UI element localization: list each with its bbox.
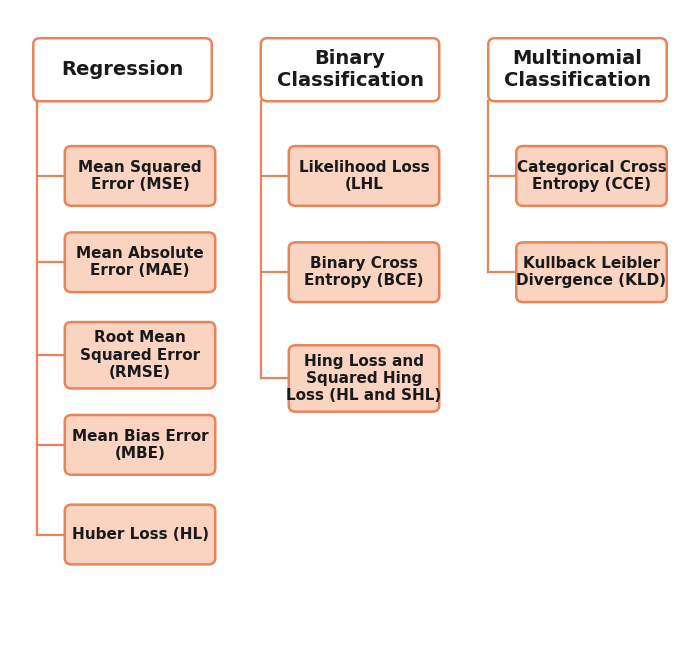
Text: Multinomial
Classification: Multinomial Classification	[504, 49, 651, 90]
FancyBboxPatch shape	[65, 322, 216, 388]
FancyBboxPatch shape	[65, 232, 216, 292]
FancyBboxPatch shape	[33, 38, 211, 101]
Text: Binary Cross
Entropy (BCE): Binary Cross Entropy (BCE)	[304, 256, 424, 288]
FancyBboxPatch shape	[288, 242, 440, 302]
Text: Huber Loss (HL): Huber Loss (HL)	[71, 527, 209, 542]
FancyBboxPatch shape	[260, 38, 440, 101]
FancyBboxPatch shape	[517, 242, 666, 302]
Text: Mean Squared
Error (MSE): Mean Squared Error (MSE)	[78, 160, 202, 192]
Text: Binary
Classification: Binary Classification	[276, 49, 424, 90]
FancyBboxPatch shape	[65, 415, 216, 475]
FancyBboxPatch shape	[288, 146, 440, 206]
FancyBboxPatch shape	[65, 505, 216, 564]
Text: Hing Loss and
Squared Hing
Loss (HL and SHL): Hing Loss and Squared Hing Loss (HL and …	[286, 353, 442, 403]
FancyBboxPatch shape	[489, 38, 666, 101]
Text: Root Mean
Squared Error
(RMSE): Root Mean Squared Error (RMSE)	[80, 331, 200, 380]
Text: Kullback Leibler
Divergence (KLD): Kullback Leibler Divergence (KLD)	[517, 256, 666, 288]
Text: Categorical Cross
Entropy (CCE): Categorical Cross Entropy (CCE)	[517, 160, 666, 192]
FancyBboxPatch shape	[65, 146, 216, 206]
Text: Mean Absolute
Error (MAE): Mean Absolute Error (MAE)	[76, 246, 204, 278]
FancyBboxPatch shape	[288, 345, 440, 412]
FancyBboxPatch shape	[517, 146, 666, 206]
Text: Likelihood Loss
(LHL: Likelihood Loss (LHL	[299, 160, 429, 192]
Text: Mean Bias Error
(MBE): Mean Bias Error (MBE)	[71, 429, 209, 461]
Text: Regression: Regression	[62, 60, 183, 79]
